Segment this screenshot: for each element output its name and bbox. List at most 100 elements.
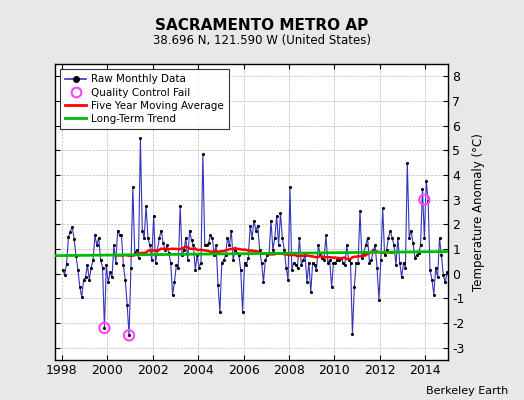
Point (328, 284, 336, 290)
Point (248, 235, 256, 241)
Point (246, 222, 254, 229)
Point (231, 247, 239, 254)
Point (133, 247, 141, 254)
Point (443, 269, 451, 276)
Point (432, 264, 440, 271)
Point (93, 242, 101, 248)
Point (68, 224, 77, 230)
Point (187, 237, 195, 244)
Point (66, 228, 74, 235)
Point (346, 259, 355, 266)
Point (180, 247, 188, 254)
Point (388, 235, 396, 241)
Point (201, 242, 209, 248)
Point (380, 252, 389, 258)
Point (307, 289, 315, 295)
Point (320, 257, 328, 263)
Point (363, 235, 372, 241)
Point (72, 253, 80, 260)
Point (193, 252, 201, 258)
Point (252, 227, 260, 234)
Point (185, 227, 194, 234)
Point (433, 274, 442, 280)
Point (221, 252, 230, 258)
Point (401, 264, 410, 271)
Point (183, 257, 192, 263)
Point (414, 250, 423, 256)
Point (233, 250, 241, 256)
Point (81, 274, 90, 280)
Point (286, 184, 294, 190)
Point (314, 242, 323, 248)
Point (155, 235, 163, 241)
Point (229, 257, 237, 263)
Point (329, 259, 337, 266)
Point (270, 235, 279, 241)
Point (119, 262, 127, 268)
Point (62, 261, 71, 267)
Point (75, 284, 84, 290)
Point (295, 235, 303, 241)
Point (223, 235, 232, 241)
Point (256, 247, 264, 254)
Point (163, 242, 171, 248)
Point (189, 242, 198, 248)
Point (420, 235, 429, 241)
Point (161, 247, 169, 254)
Point (301, 252, 309, 258)
Point (407, 227, 416, 234)
Point (378, 205, 387, 212)
Point (254, 222, 262, 229)
Point (104, 279, 113, 286)
Point (412, 252, 421, 258)
Point (115, 232, 124, 239)
Point (89, 257, 97, 263)
Point (121, 277, 129, 283)
Point (204, 240, 213, 246)
Point (127, 264, 135, 271)
Point (182, 235, 190, 241)
Point (344, 257, 353, 263)
Point (74, 267, 82, 273)
Point (280, 247, 289, 254)
Point (197, 259, 205, 266)
Point (359, 250, 368, 256)
Point (140, 235, 148, 241)
Point (91, 232, 99, 239)
Text: SACRAMENTO METRO AP: SACRAMENTO METRO AP (156, 18, 368, 33)
Point (78, 294, 86, 300)
Point (418, 185, 427, 192)
Point (242, 262, 250, 268)
Point (335, 257, 343, 263)
Point (284, 277, 292, 283)
Point (128, 184, 137, 190)
Point (174, 264, 182, 271)
Point (170, 279, 179, 286)
Point (172, 262, 181, 268)
Point (316, 252, 324, 258)
Point (352, 259, 361, 266)
Point (125, 332, 133, 338)
Point (356, 208, 364, 214)
Point (362, 242, 370, 248)
Point (212, 242, 220, 248)
Point (80, 277, 88, 283)
Point (333, 257, 342, 263)
Point (430, 292, 438, 298)
Point (282, 264, 290, 271)
Point (157, 227, 166, 234)
Point (214, 282, 222, 288)
Point (405, 235, 413, 241)
Point (290, 259, 298, 266)
Point (373, 264, 381, 271)
Point (309, 259, 317, 266)
Point (367, 257, 376, 263)
Point (377, 257, 385, 263)
Point (437, 252, 445, 258)
Point (365, 259, 374, 266)
Point (424, 198, 432, 204)
Point (383, 247, 391, 254)
Point (276, 210, 285, 216)
Point (114, 227, 122, 234)
Point (261, 257, 269, 263)
